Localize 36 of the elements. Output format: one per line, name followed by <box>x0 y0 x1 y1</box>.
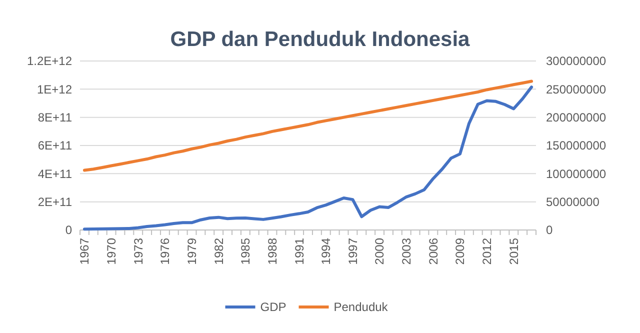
line-series <box>82 86 534 231</box>
x-tick-label: 1988 <box>265 238 280 265</box>
x-tick-label: 2012 <box>480 238 494 265</box>
line-series <box>82 80 534 172</box>
y2-tick-label: 250000000 <box>546 82 606 96</box>
legend-label: GDP <box>260 300 286 314</box>
x-tick-label: 1991 <box>292 238 306 265</box>
x-tick-label: 2000 <box>372 238 387 265</box>
y-tick-label: 6E+11 <box>38 138 72 153</box>
y2-tick-label: 150000000 <box>546 138 606 153</box>
x-tick-label: 1967 <box>78 238 92 265</box>
y-tick-label: 1.2E+12 <box>26 54 72 68</box>
y2-tick-label: 100000000 <box>546 166 606 181</box>
y2-tick-label: 200000000 <box>546 110 606 125</box>
x-tick-label: 1970 <box>104 238 118 265</box>
y-tick-label: 8E+11 <box>38 110 72 125</box>
x-tick-label: 1985 <box>238 238 253 265</box>
x-tick-label: 2009 <box>453 238 468 265</box>
y2-tick-label: 50000000 <box>546 195 600 210</box>
y2-tick-label: 0 <box>546 223 553 238</box>
y-tick-label: 0 <box>65 223 72 238</box>
x-tick-label: 2006 <box>426 238 440 265</box>
x-tick-label: 2015 <box>506 238 521 265</box>
x-tick-label: 1997 <box>346 238 360 265</box>
y-tick-label: 2E+11 <box>38 195 72 210</box>
x-tick-label: 1994 <box>319 238 334 265</box>
chart-title: GDP dan Penduduk Indonesia <box>170 28 470 51</box>
legend-label: Penduduk <box>334 300 389 314</box>
y-tick-label: 1E+12 <box>36 82 72 96</box>
y-tick-label: 4E+11 <box>38 166 72 181</box>
x-tick-label: 2003 <box>400 238 414 265</box>
x-tick-label: 1982 <box>212 238 226 265</box>
x-tick-label: 1976 <box>158 238 172 265</box>
x-tick-label: 1973 <box>131 238 146 265</box>
y2-tick-label: 300000000 <box>546 54 606 68</box>
x-tick-label: 1979 <box>184 238 199 265</box>
